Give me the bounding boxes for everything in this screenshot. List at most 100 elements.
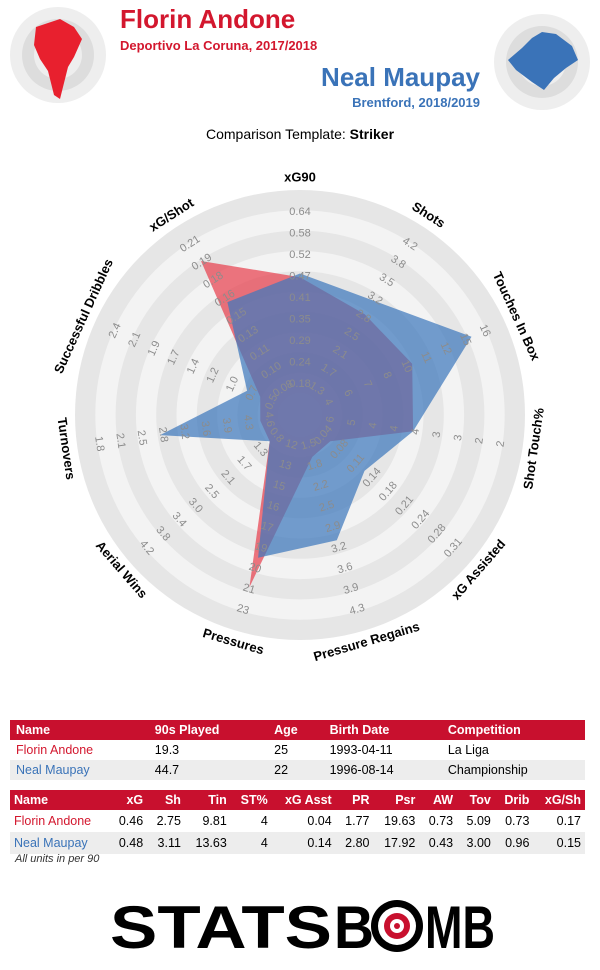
player-info-table: Name 90s Played Age Birth Date Competition F…	[10, 720, 585, 780]
table-cell: Championship	[441, 760, 585, 780]
table-cell: 0.43	[419, 832, 458, 854]
table-header-cell: Sh	[147, 790, 185, 810]
axis-tick-label: 1.8	[92, 435, 106, 452]
table-cell: 3.11	[147, 832, 185, 854]
table-row: Neal Maupay 0.48 3.11 13.63 4 0.14 2.80 17.92 0.…	[10, 832, 585, 854]
table-cell: 0.48	[109, 832, 148, 854]
table-cell: 5.09	[457, 810, 495, 832]
table-header-cell: Tov	[457, 790, 495, 810]
axis-tick-label: 1.9	[146, 339, 163, 358]
table-cell: 0.73	[494, 810, 534, 832]
axis-tick-label: 3.6	[198, 420, 212, 437]
axis-tick-label: 1.0	[224, 375, 241, 394]
axis-tick-label: 1.8	[306, 457, 324, 473]
radar-chart: 0.180.240.290.350.410.470.520.580.64xG90…	[51, 169, 547, 664]
player1-subtitle: Deportivo La Coruna, 2017/2018	[120, 38, 318, 53]
axis-tick-label: 2	[494, 440, 507, 448]
axis-tick-label: 11	[418, 350, 434, 365]
table-cell: 4	[230, 832, 272, 854]
axis-tick-label: 6	[324, 415, 337, 423]
table-cell: 0.46	[109, 810, 148, 832]
comparison-template-line: Comparison Template: Striker	[0, 126, 600, 142]
axis-tick-label: 5	[346, 419, 359, 427]
axis-tick-label: 4.6	[262, 411, 276, 428]
table-cell: 0.14	[271, 832, 336, 854]
axis-tick-label: 1.5	[300, 437, 318, 453]
table-cell: 2.80	[335, 832, 374, 854]
table-cell: 2.75	[147, 810, 185, 832]
table-cell: 1993-04-11	[323, 740, 442, 760]
axis-tick-label: 16	[266, 499, 281, 514]
axis-tick-label: 2.1	[126, 330, 143, 349]
axis-tick-label: 0.58	[289, 227, 310, 239]
axis-tick-label: 0.29	[289, 335, 310, 347]
template-prefix: Comparison Template:	[205, 126, 350, 142]
template-name: Striker	[349, 126, 395, 142]
table-cell: 22	[268, 760, 324, 780]
table-header-cell: xG	[109, 790, 148, 810]
table-cell: 0.04	[271, 810, 336, 832]
axis-tick-label: 0.18	[289, 378, 310, 390]
radar-series-player2	[160, 273, 472, 558]
table-header-cell: Competition	[441, 720, 585, 740]
player-stats-table: Name xG Sh Tin ST% xG Asst PR Psr AW Tov Drib xG/Sh…	[10, 790, 585, 854]
table-header-cell: Name	[10, 720, 149, 740]
brand-text-left: STATS	[110, 894, 332, 961]
axis-tick-label: 2.1	[113, 432, 127, 449]
table-cell: 44.7	[148, 760, 269, 780]
table-row: Neal Maupay 44.7 22 1996-08-14 Championship	[10, 760, 585, 780]
axis-tick-label: 12	[284, 437, 299, 452]
axis-tick-label: 8	[380, 370, 393, 381]
axis-tick-label: 1.2	[204, 366, 221, 385]
units-note: All units in per 90	[15, 853, 100, 865]
axis-tick-label: 17	[259, 520, 274, 535]
player2-mini-radar-icon	[494, 14, 590, 110]
axis-tick-label: 4	[367, 422, 380, 430]
axis-tick-label: 21	[241, 582, 256, 597]
table-row: Florin Andone 19.3 25 1993-04-11 La Liga	[10, 740, 585, 760]
axis-tick-label: 4	[322, 397, 335, 408]
table-cell: 3.00	[457, 832, 495, 854]
player2-name: Neal Maupay	[321, 62, 480, 92]
axis-tick-label: 4.3	[241, 414, 255, 431]
statsbomb-logo: STATS B MB	[110, 894, 495, 961]
axis-tick-label: 19	[253, 540, 268, 555]
table-header-cell: Drib	[494, 790, 534, 810]
brand-text-tail: MB	[425, 894, 495, 961]
axis-tick-label: 4.3	[348, 602, 366, 618]
axis-tick-label: 2.8	[156, 426, 170, 443]
table-cell: 0.73	[419, 810, 458, 832]
axis-tick-label: 0.41	[289, 292, 310, 304]
table-cell: Florin Andone	[10, 740, 149, 760]
axis-tick-label: 1.4	[185, 357, 202, 376]
table-header-cell: AW	[419, 790, 458, 810]
axis-tick-label: 16	[477, 323, 493, 339]
table-cell: 0.17	[533, 810, 585, 832]
axis-tick-label: 23	[235, 602, 250, 617]
table-cell: 25	[268, 740, 324, 760]
axis-label: Turnovers	[55, 416, 79, 480]
table-header-cell: Name	[10, 790, 110, 810]
table-header-cell: Tin	[184, 790, 231, 810]
axis-tick-label: 0.64	[289, 206, 310, 218]
axis-tick-label: 2.5	[318, 499, 336, 515]
axis-tick-label: 2.9	[324, 519, 342, 535]
table-cell: Florin Andone	[10, 810, 110, 832]
table-header-cell: xG/Sh	[533, 790, 585, 810]
axis-tick-label: 0.47	[289, 270, 310, 282]
axis-tick-label: 3.2	[177, 423, 191, 440]
axis-tick-label: 3.9	[220, 417, 234, 434]
table-cell: 17.92	[373, 832, 420, 854]
axis-tick-label: 3	[452, 434, 465, 442]
axis-tick-label: 0.5	[263, 393, 280, 412]
axis-tick-label: 7	[361, 379, 374, 390]
axis-tick-label: 3.6	[336, 560, 354, 576]
table-cell: 0.15	[533, 832, 585, 854]
table-cell: 1.77	[335, 810, 374, 832]
axis-tick-label: 0.7	[243, 384, 260, 403]
table-header-cell: Age	[268, 720, 324, 740]
axis-tick-label: 2.5	[135, 429, 149, 446]
table-header-cell: PR	[335, 790, 374, 810]
axis-tick-label: 0.24	[289, 356, 310, 368]
axis-tick-label: 20	[247, 561, 262, 576]
